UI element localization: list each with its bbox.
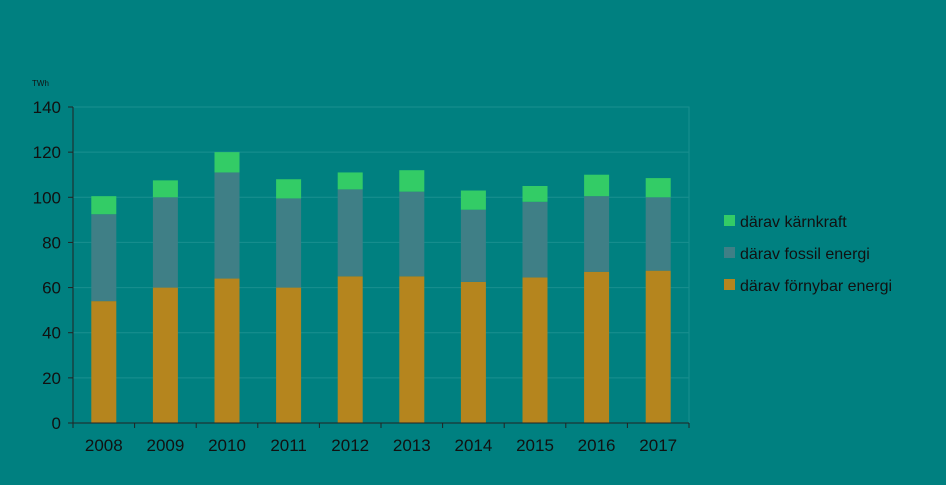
axes [68, 106, 690, 428]
y-tick-label: 140 [33, 98, 61, 117]
legend-label: därav fossil energi [740, 246, 870, 263]
bar-segment [522, 277, 548, 423]
y-tick-label: 20 [42, 369, 61, 388]
x-tick-label: 2017 [639, 436, 677, 455]
legend: därav kärnkraft därav fossil energi därav … [724, 214, 892, 295]
legend-swatch [724, 247, 735, 258]
y-axis-unit-label: TWh [32, 79, 49, 88]
x-tick-label: 2015 [516, 436, 554, 455]
bar-segment [276, 179, 302, 199]
bar-segment [337, 172, 363, 190]
bar-segment [645, 197, 671, 271]
y-tick-label: 60 [42, 279, 61, 298]
bar-segment [214, 278, 240, 423]
bars [91, 152, 671, 423]
bar-segment [584, 196, 610, 272]
y-tick-label: 0 [52, 414, 61, 433]
bar-segment [152, 287, 178, 423]
y-tick-label: 100 [33, 188, 61, 207]
x-tick-label: 2016 [578, 436, 616, 455]
x-tick-label: 2009 [146, 436, 184, 455]
x-tick-labels: 2008 2009 2010 2011 2012 2013 2014 2015 2016 2017 [85, 436, 677, 455]
bar-segment [91, 214, 117, 302]
bar-segment [337, 189, 363, 277]
x-tick-label: 2010 [208, 436, 246, 455]
bar-segment [460, 209, 486, 282]
legend-swatch [724, 279, 735, 290]
y-tick-label: 80 [42, 233, 61, 252]
bar-segment [584, 174, 610, 197]
legend-swatch [724, 215, 735, 226]
bar-segment [399, 191, 425, 277]
bar-segment [522, 186, 548, 202]
bar-segment [214, 172, 240, 279]
x-tick-label: 2013 [393, 436, 431, 455]
bar-segment [645, 270, 671, 423]
bar-segment [460, 281, 486, 423]
bar-segment [91, 196, 117, 215]
bar-segment [276, 287, 302, 423]
x-tick-label: 2012 [331, 436, 369, 455]
legend-label: därav förnybar energi [740, 278, 892, 295]
bar-segment [152, 197, 178, 288]
bar-segment [152, 180, 178, 198]
bar-segment [91, 301, 117, 423]
bar-segment [276, 198, 302, 288]
x-tick-label: 2014 [454, 436, 492, 455]
y-tick-label: 40 [42, 324, 61, 343]
x-tick-label: 2008 [85, 436, 123, 455]
legend-label: därav kärnkraft [740, 214, 847, 231]
bar-segment [522, 201, 548, 278]
y-tick-labels: 0 20 40 60 80 100 120 140 [33, 98, 61, 433]
bar-segment [584, 271, 610, 423]
y-tick-label: 120 [33, 143, 61, 162]
bar-segment [399, 170, 425, 192]
bar-segment [460, 190, 486, 210]
bar-segment [399, 276, 425, 423]
bar-segment [645, 178, 671, 198]
x-tick-label: 2011 [270, 436, 307, 455]
bar-segment [214, 152, 240, 173]
bar-segment [337, 276, 363, 423]
